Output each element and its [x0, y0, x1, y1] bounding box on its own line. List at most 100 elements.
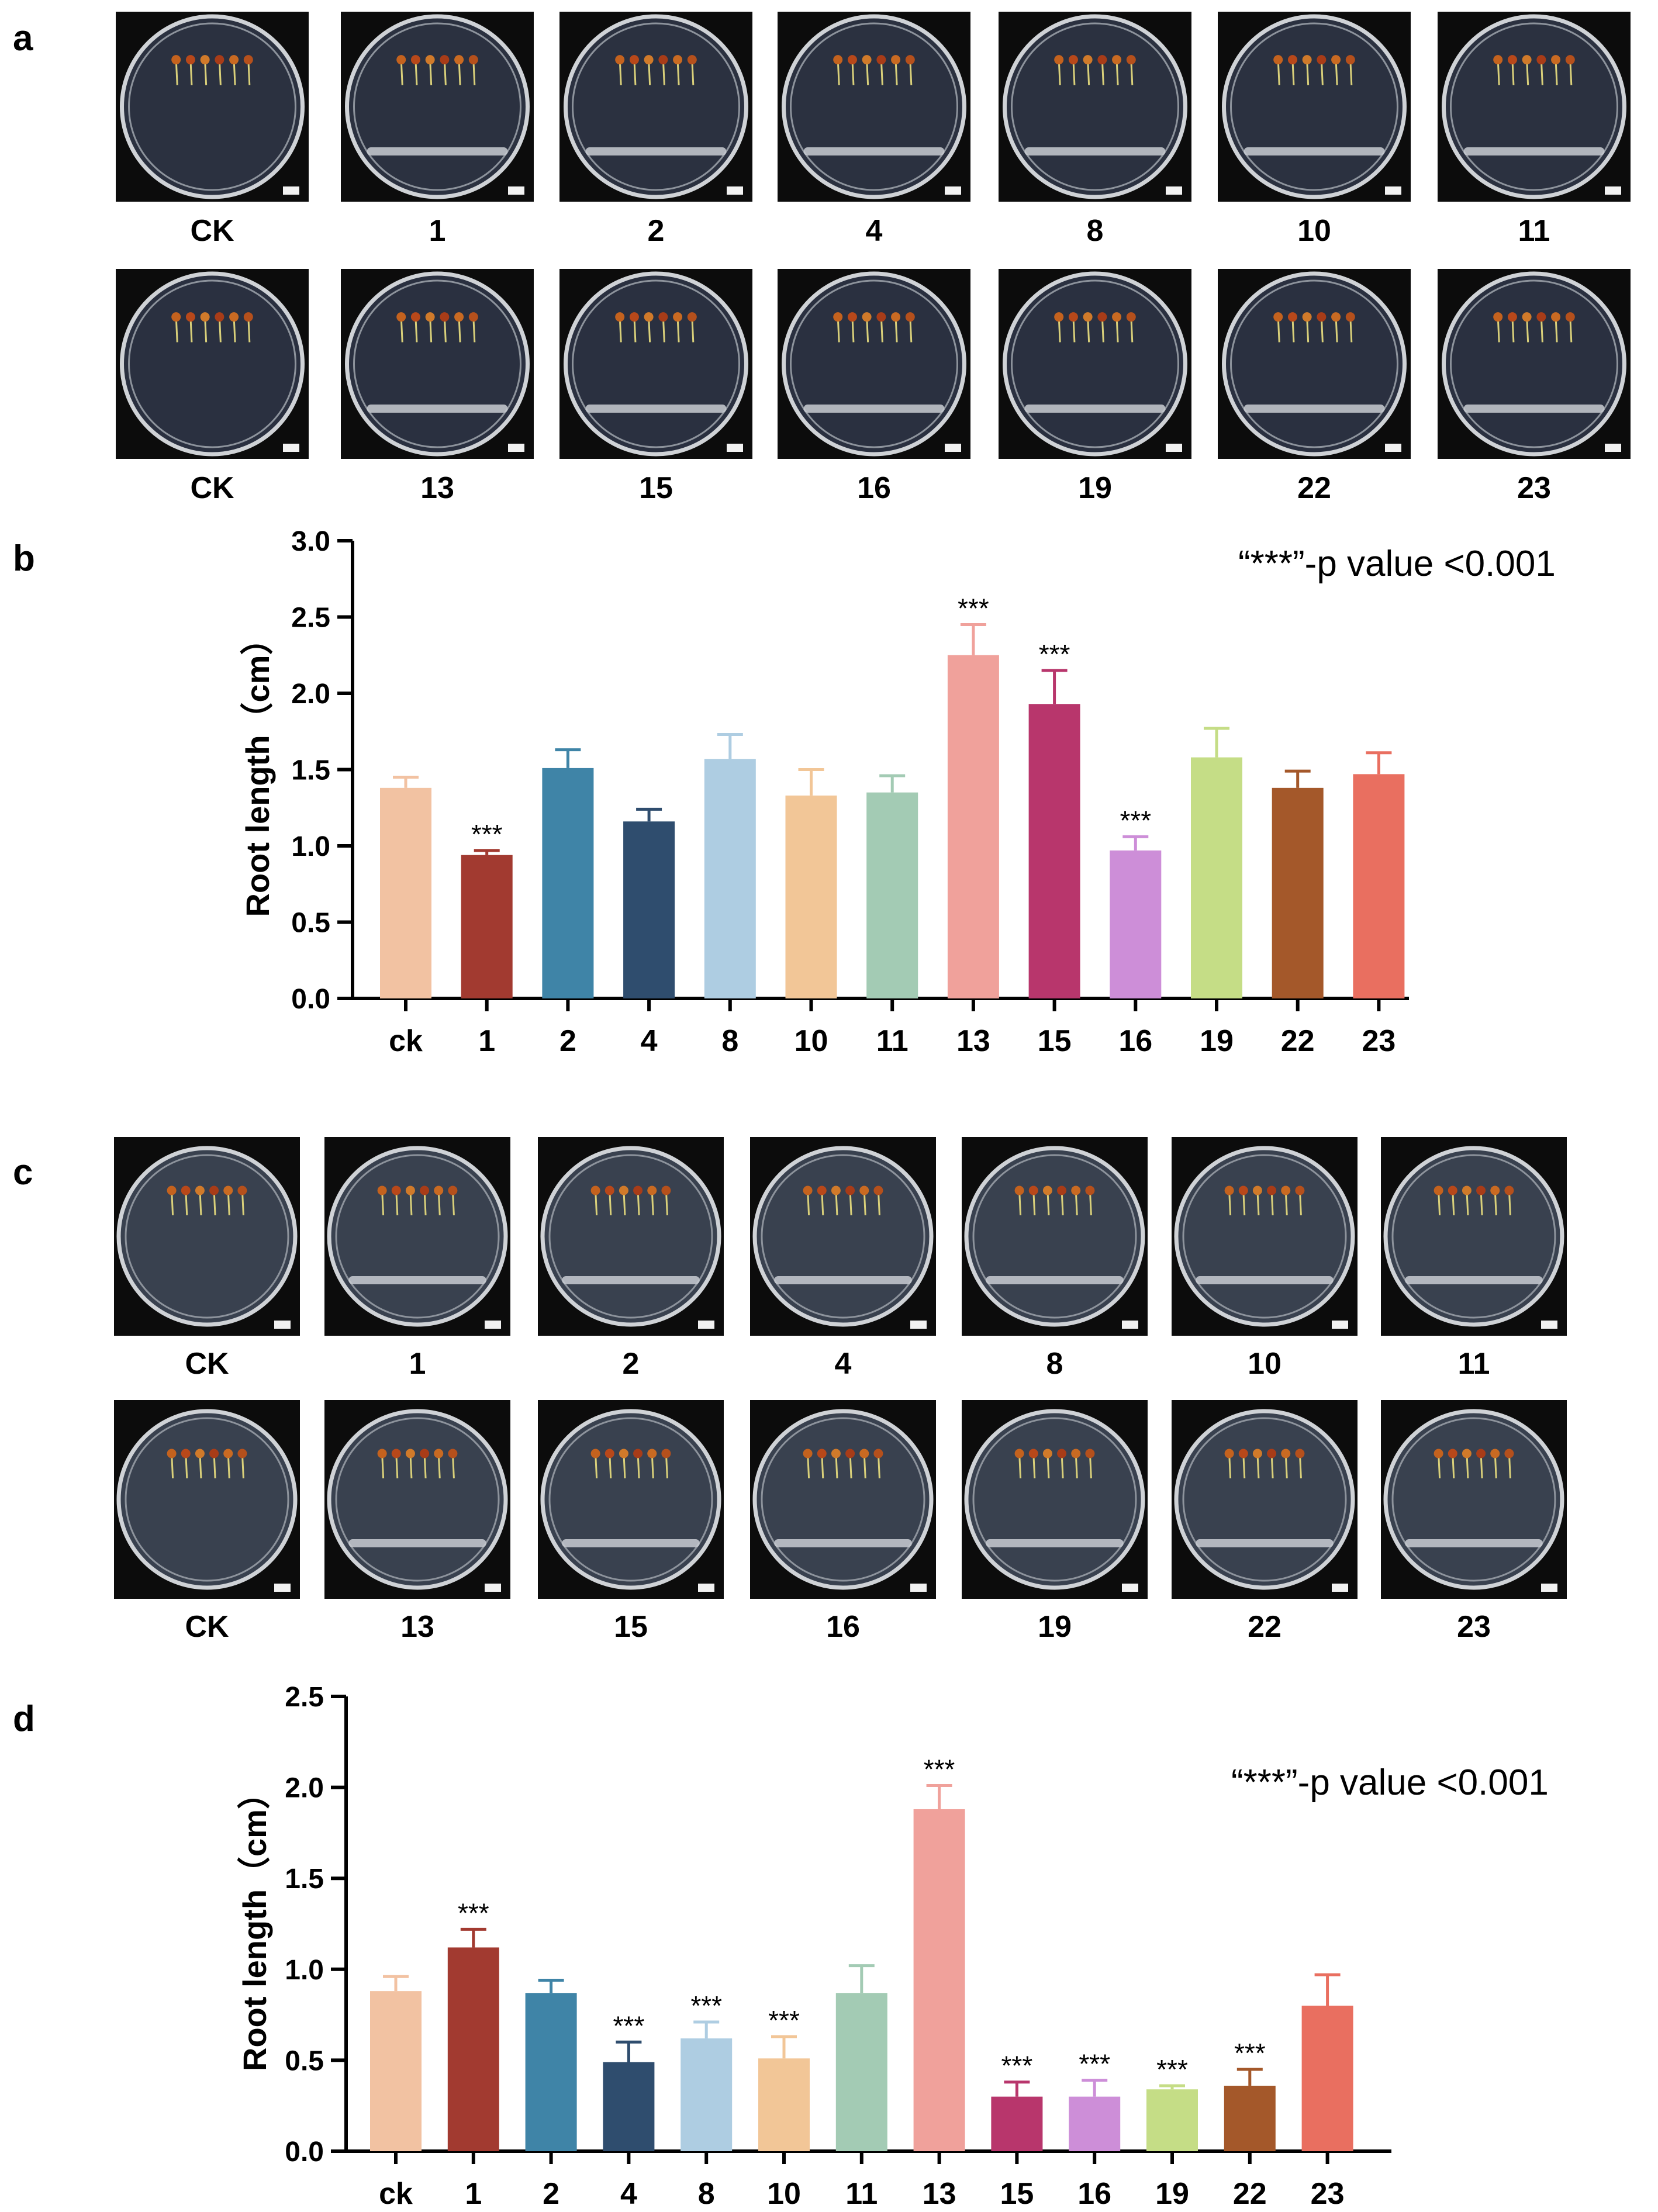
plate-a-top-8: 8: [999, 12, 1191, 257]
panel-letter-b: b: [13, 538, 35, 579]
petri-dish-photo: [324, 1400, 510, 1599]
significance-label-22: ***: [1234, 2038, 1266, 2068]
plate-label: 10: [1297, 214, 1331, 248]
bar-13: [947, 655, 999, 998]
plate-a-top-2: 2: [559, 12, 752, 257]
petri-dish-photo: [559, 12, 752, 202]
bar-15: [1028, 704, 1080, 998]
plate-c-bottom-19: 19: [962, 1400, 1148, 1646]
plate-a-bottom-13: 13: [341, 269, 534, 514]
petri-dish-photo: [1381, 1400, 1567, 1599]
significance-label-1: ***: [471, 819, 503, 849]
plate-c-bottom-22: 22: [1172, 1400, 1358, 1646]
y-tick-label: 2.0: [291, 679, 330, 710]
x-tick-label-10: 10: [767, 2177, 801, 2211]
petri-dish-photo: [538, 1400, 724, 1599]
plate-label: 10: [1248, 1347, 1282, 1381]
significance-label-8: ***: [690, 1990, 722, 2021]
bar-2: [525, 1993, 577, 2151]
bar-16: [1069, 2096, 1121, 2151]
plate-label: 2: [622, 1347, 640, 1381]
plate-label: 1: [409, 1347, 426, 1381]
significance-label-4: ***: [613, 2010, 645, 2041]
petri-dish-photo: [1438, 269, 1631, 459]
bar-4: [623, 821, 675, 998]
y-tick-label: 0.5: [285, 2045, 324, 2076]
plate-a-top-10: 10: [1218, 12, 1411, 257]
petri-dish-photo: [962, 1137, 1148, 1336]
plate-c-top-ck: CK: [114, 1137, 300, 1382]
plate-c-bottom-15: 15: [538, 1400, 724, 1646]
y-tick-label: 0.0: [291, 984, 330, 1015]
bar-16: [1110, 850, 1162, 998]
plate-c-top-4: 4: [750, 1137, 936, 1382]
bar-chart-b: 0.0 0.5 1.0 1.5 2.0 2.5 3.0 Root length（cm） “***…: [239, 526, 1556, 1058]
x-tick-label-19: 19: [1200, 1024, 1234, 1058]
plate-label: 4: [865, 214, 883, 248]
bar-15: [991, 2096, 1043, 2151]
petri-dish-photo: [1172, 1400, 1358, 1599]
petri-dish-photo: [778, 269, 970, 459]
x-tick-label-11: 11: [845, 2177, 878, 2211]
x-tick-label-8: 8: [698, 2177, 715, 2211]
petri-dish-photo: [999, 12, 1191, 202]
plate-row-a-top: CK 1 2 4 8 10 11: [0, 12, 1658, 257]
plate-c-bottom-13: 13: [324, 1400, 510, 1646]
plate-c-bottom-16: 16: [750, 1400, 936, 1646]
significance-label-13: ***: [958, 593, 989, 624]
x-tick-label-10: 10: [795, 1024, 828, 1058]
x-tick-label-15: 15: [1038, 1024, 1072, 1058]
petri-dish-photo: [999, 269, 1191, 459]
plate-a-bottom-ck: CK: [116, 269, 309, 514]
plate-a-bottom-16: 16: [778, 269, 970, 514]
plate-label: 22: [1297, 471, 1331, 505]
plate-label: CK: [185, 1610, 229, 1644]
plate-label: 13: [420, 471, 454, 505]
plate-label: 19: [1078, 471, 1112, 505]
bar-19: [1146, 2089, 1198, 2151]
plate-label: CK: [190, 471, 234, 505]
plate-row-a-bottom: CK 13 15 16 19 22 23: [0, 269, 1658, 514]
petri-dish-photo: [1218, 269, 1411, 459]
bar-22: [1224, 2085, 1276, 2151]
plate-c-top-10: 10: [1172, 1137, 1358, 1382]
bar-22: [1272, 787, 1324, 998]
petri-dish-photo: [778, 12, 970, 202]
bar-ck: [370, 1991, 422, 2151]
x-tick-label-4: 4: [641, 1024, 658, 1058]
p-value-annotation: “***”-p value <0.001: [1238, 544, 1556, 584]
x-tick-label-16: 16: [1077, 2177, 1111, 2211]
plate-label: 23: [1457, 1610, 1491, 1644]
plate-label: 15: [639, 471, 673, 505]
plate-label: 19: [1038, 1610, 1072, 1644]
bar-23: [1353, 774, 1405, 998]
petri-dish-photo: [1218, 12, 1411, 202]
panel-letter-d: d: [13, 1699, 35, 1739]
bar-1: [447, 1947, 499, 2151]
y-tick-label: 3.0: [291, 526, 330, 557]
plate-row-c-bottom: CK 13 15 16 19 22 23: [0, 1400, 1658, 1646]
x-tick-label-ck: ck: [389, 1024, 423, 1058]
x-tick-label-13: 13: [956, 1024, 990, 1058]
plate-label: 16: [857, 471, 891, 505]
x-tick-label-16: 16: [1118, 1024, 1152, 1058]
plate-label: 23: [1517, 471, 1551, 505]
y-tick-label: 1.5: [291, 755, 330, 786]
plate-row-c-top: CK 1 2 4 8 10 11: [0, 1137, 1658, 1382]
bar-23: [1301, 2006, 1353, 2151]
panel-letter-a: a: [13, 18, 33, 58]
petri-dish-photo: [559, 269, 752, 459]
x-tick-label-4: 4: [620, 2177, 637, 2211]
petri-dish-photo: [750, 1137, 936, 1336]
panel-letter-c: c: [13, 1152, 33, 1193]
plate-a-bottom-15: 15: [559, 269, 752, 514]
bar-19: [1191, 757, 1242, 998]
petri-dish-photo: [750, 1400, 936, 1599]
plate-label: 11: [1518, 214, 1550, 248]
plate-c-bottom-ck: CK: [114, 1400, 300, 1646]
plate-a-top-11: 11: [1438, 12, 1631, 257]
plate-label: 11: [1457, 1347, 1490, 1381]
significance-label-15: ***: [1039, 639, 1070, 669]
plate-label: 15: [614, 1610, 648, 1644]
significance-label-1: ***: [458, 1898, 489, 1928]
